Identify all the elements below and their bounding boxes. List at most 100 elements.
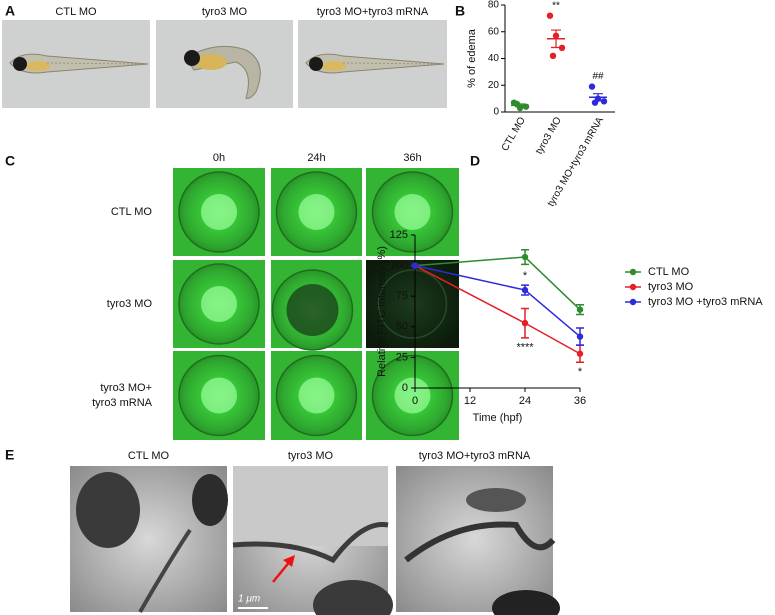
- eye-lens: [394, 194, 431, 230]
- membrane: [404, 521, 556, 563]
- panel-label: B: [455, 3, 465, 19]
- eye-lens: [298, 377, 335, 414]
- larva-image: [2, 20, 150, 108]
- cell: [466, 488, 526, 512]
- eye-lens: [394, 377, 431, 414]
- x-tick-label: 24: [519, 395, 531, 407]
- larva-eye: [13, 57, 27, 71]
- y-tick-label: 75: [396, 290, 408, 302]
- legend-marker: [629, 268, 637, 276]
- fluorescence-image: [366, 260, 459, 348]
- larva-image: [298, 20, 447, 108]
- data-point: [521, 253, 529, 261]
- eye-lens: [286, 284, 339, 336]
- error-bar: [551, 29, 561, 49]
- fluorescence-image: [271, 351, 362, 440]
- eye-lens: [201, 377, 237, 414]
- row-label: tyro3 mRNA: [92, 397, 153, 409]
- data-point: [411, 262, 419, 269]
- legend-label: tyro3 MO +tyro3 mRNA: [648, 296, 763, 308]
- x-tick-label: CTL MO: [500, 115, 528, 153]
- y-tick-label: 80: [488, 0, 500, 11]
- data-point: [576, 333, 584, 340]
- row-label: tyro3 MO: [107, 298, 153, 310]
- error-bar: [515, 103, 525, 108]
- x-tick-label: 0: [412, 395, 418, 407]
- image-label: tyro3 MO+tyro3 mRNA: [317, 6, 429, 18]
- panel-label: D: [470, 153, 480, 169]
- eye-outer: [377, 269, 448, 339]
- em-image: [396, 466, 560, 615]
- cell: [492, 590, 560, 615]
- em-image: [70, 466, 228, 613]
- larva-yolk: [195, 54, 227, 70]
- arrow-head: [283, 555, 295, 567]
- legend-label: CTL MO: [648, 266, 690, 278]
- matrix: [233, 466, 388, 546]
- larva-image: [156, 20, 293, 108]
- y-axis-label: Relative FITC intensity (%): [376, 246, 388, 377]
- significance-label: ****: [516, 342, 534, 354]
- panel-label: E: [5, 447, 14, 463]
- eye-lens: [201, 194, 237, 230]
- column-label: 24h: [307, 152, 325, 164]
- image-label: CTL MO: [55, 6, 97, 18]
- significance-label: *: [523, 270, 528, 282]
- eye-lens: [201, 286, 237, 322]
- significance-label: ##: [592, 71, 604, 82]
- data-point: [521, 286, 529, 294]
- data-point: [588, 83, 596, 90]
- fluorescence-image: [366, 351, 459, 440]
- data-point: [549, 52, 557, 60]
- larva-eye: [184, 50, 200, 66]
- larva-yolk: [322, 61, 346, 71]
- larva-yolk: [26, 61, 50, 71]
- x-axis-label: Time (hpf): [473, 412, 523, 424]
- y-tick-label: 0: [493, 107, 499, 118]
- y-tick-label: 50: [396, 321, 408, 333]
- scale-bar-label: 1 μm: [238, 594, 260, 605]
- y-tick-label: 60: [488, 26, 500, 37]
- data-point: [546, 12, 554, 19]
- panel-label: C: [5, 153, 15, 169]
- column-label: 0h: [213, 152, 225, 164]
- image-label: CTL MO: [128, 450, 170, 462]
- fluorescence-image: [366, 168, 459, 256]
- error-bar: [593, 93, 603, 102]
- fluorescence-image: [271, 168, 362, 256]
- cell: [313, 580, 393, 615]
- significance-label: *: [578, 366, 583, 378]
- image-label: tyro3 MO: [202, 6, 248, 18]
- y-tick-label: 40: [488, 53, 500, 64]
- column-label: 36h: [403, 152, 421, 164]
- x-tick-label: 12: [464, 395, 476, 407]
- fluorescence-image: [173, 260, 265, 348]
- y-axis-label: % of edema: [466, 28, 478, 88]
- data-point: [600, 98, 608, 105]
- em-image: 1 μm: [232, 466, 393, 615]
- membrane: [232, 521, 389, 564]
- data-point: [521, 319, 529, 327]
- nucleus: [76, 472, 140, 548]
- x-tick-label: tyro3 MO: [534, 115, 564, 156]
- y-tick-label: 100: [390, 260, 408, 272]
- data-point: [558, 44, 566, 51]
- larva-eye: [309, 57, 323, 71]
- row-label: CTL MO: [111, 206, 153, 218]
- y-tick-label: 0: [402, 382, 408, 394]
- legend-marker: [629, 283, 637, 291]
- y-tick-label: 125: [390, 229, 408, 241]
- fluorescence-image: [173, 351, 265, 440]
- row-label: tyro3 MO+: [100, 382, 152, 394]
- legend-marker: [629, 298, 637, 306]
- cell: [192, 474, 228, 526]
- data-point: [576, 350, 584, 357]
- fluorescence-image: [173, 168, 265, 256]
- legend-label: tyro3 MO: [648, 281, 694, 293]
- y-tick-label: 25: [396, 351, 408, 363]
- eye-lens: [298, 194, 335, 230]
- image-label: tyro3 MO+tyro3 mRNA: [419, 450, 531, 462]
- image-background: [366, 260, 459, 348]
